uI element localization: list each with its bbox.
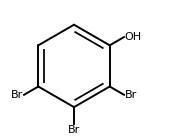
Text: OH: OH xyxy=(125,32,142,42)
Text: Br: Br xyxy=(11,90,23,100)
Text: Br: Br xyxy=(125,90,137,100)
Text: Br: Br xyxy=(68,125,80,135)
